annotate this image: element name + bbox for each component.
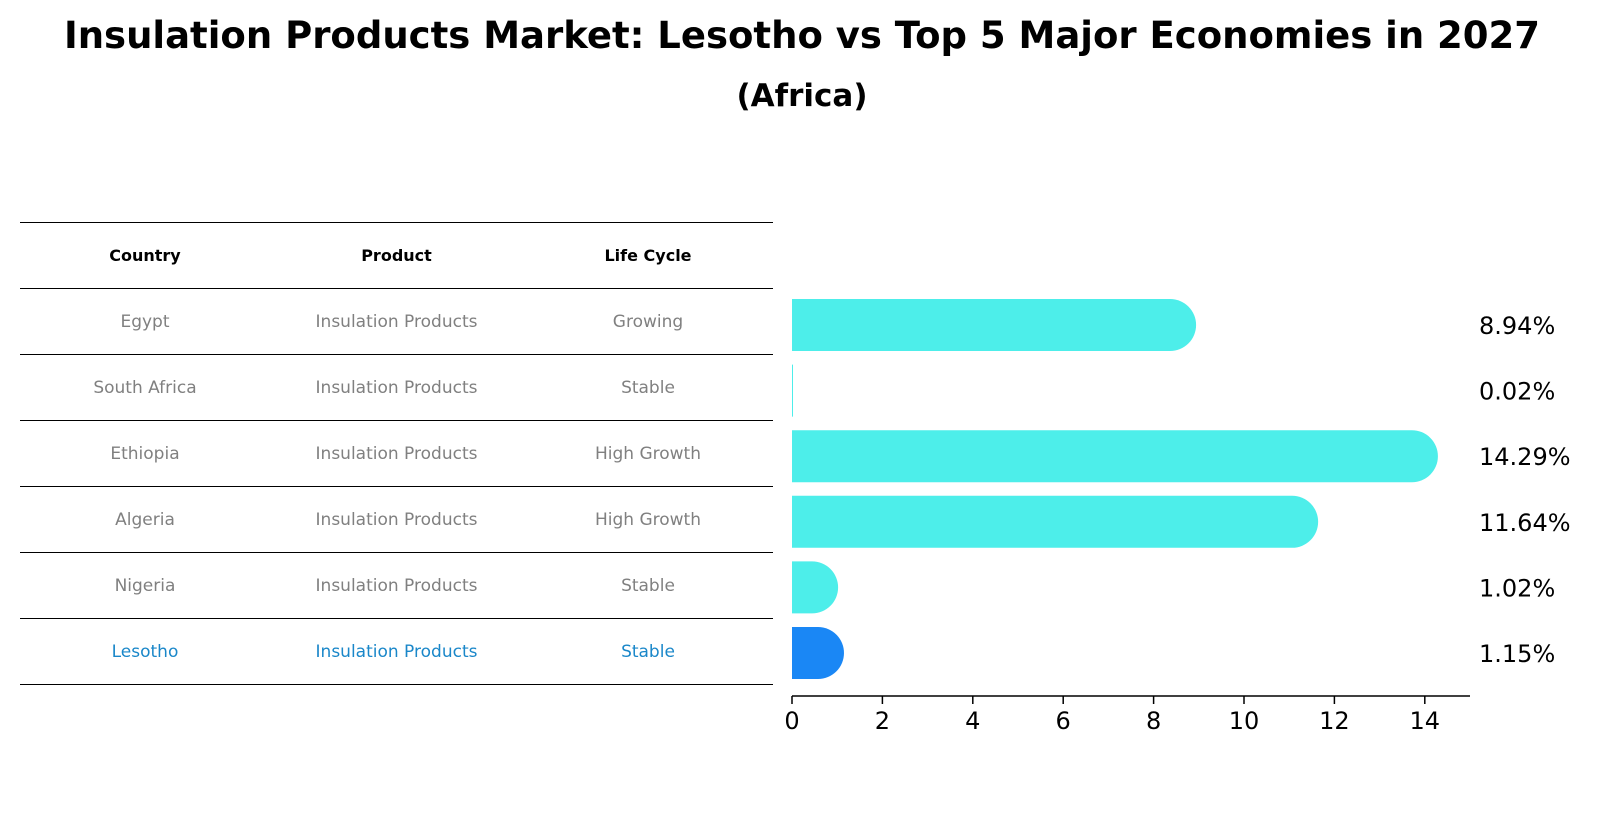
value-label-south-africa: 0.02% <box>1479 378 1555 406</box>
bar-nigeria <box>792 561 839 614</box>
bar-egypt <box>792 299 1197 351</box>
header-life-cycle: Life Cycle <box>523 222 773 289</box>
cell-product: Insulation Products <box>270 288 523 355</box>
value-label-egypt: 8.94% <box>1479 312 1555 340</box>
cell-country: South Africa <box>20 354 270 421</box>
header-country: Country <box>20 222 270 289</box>
table-row: Algeria Insulation Products High Growth <box>20 486 773 553</box>
table-row: Nigeria Insulation Products Stable <box>20 552 773 619</box>
cell-life-cycle: Stable <box>523 552 773 619</box>
value-label-algeria: 11.64% <box>1479 509 1571 537</box>
table-row: Ethiopia Insulation Products High Growth <box>20 420 773 487</box>
cell-product: Insulation Products <box>270 420 523 487</box>
cell-country: Nigeria <box>20 552 270 619</box>
cell-product: Insulation Products <box>270 486 523 553</box>
bar-algeria <box>792 495 1319 548</box>
cell-product: Insulation Products <box>270 618 523 685</box>
value-label-nigeria: 1.02% <box>1479 574 1555 602</box>
bar-lesotho <box>792 627 844 679</box>
cell-life-cycle: Stable <box>523 618 773 685</box>
table-row-highlighted: Lesotho Insulation Products Stable <box>20 618 773 685</box>
bar-south-africa <box>792 364 793 417</box>
x-tick-label: 12 <box>1319 707 1350 735</box>
cell-life-cycle: Growing <box>523 288 773 355</box>
cell-country: Ethiopia <box>20 420 270 487</box>
bar-ethiopia <box>792 430 1438 483</box>
value-label-ethiopia: 14.29% <box>1479 443 1571 471</box>
x-tick-label: 4 <box>965 707 980 735</box>
chart-title: Insulation Products Market: Lesotho vs T… <box>63 14 1541 57</box>
table-row: South Africa Insulation Products Stable <box>20 354 773 421</box>
x-tick-label: 6 <box>1056 707 1071 735</box>
chart-subtitle: (Africa) <box>736 78 868 114</box>
cell-life-cycle: High Growth <box>523 420 773 487</box>
cell-country: Egypt <box>20 288 270 355</box>
cell-product: Insulation Products <box>270 354 523 421</box>
table-row: Egypt Insulation Products Growing <box>20 288 773 355</box>
value-label-lesotho: 1.15% <box>1479 640 1555 668</box>
cell-country: Algeria <box>20 486 270 553</box>
cell-life-cycle: Stable <box>523 354 773 421</box>
cell-country: Lesotho <box>20 618 270 685</box>
x-tick-label: 2 <box>875 707 890 735</box>
table-header-row: Country Product Life Cycle <box>20 222 773 289</box>
x-tick-label: 10 <box>1229 707 1260 735</box>
x-tick-label: 14 <box>1410 707 1441 735</box>
country-table: Country Product Life Cycle Egypt Insulat… <box>20 222 773 685</box>
x-tick-label: 8 <box>1146 707 1161 735</box>
header-product: Product <box>270 222 523 289</box>
x-tick-label: 0 <box>784 707 799 735</box>
cell-life-cycle: High Growth <box>523 486 773 553</box>
